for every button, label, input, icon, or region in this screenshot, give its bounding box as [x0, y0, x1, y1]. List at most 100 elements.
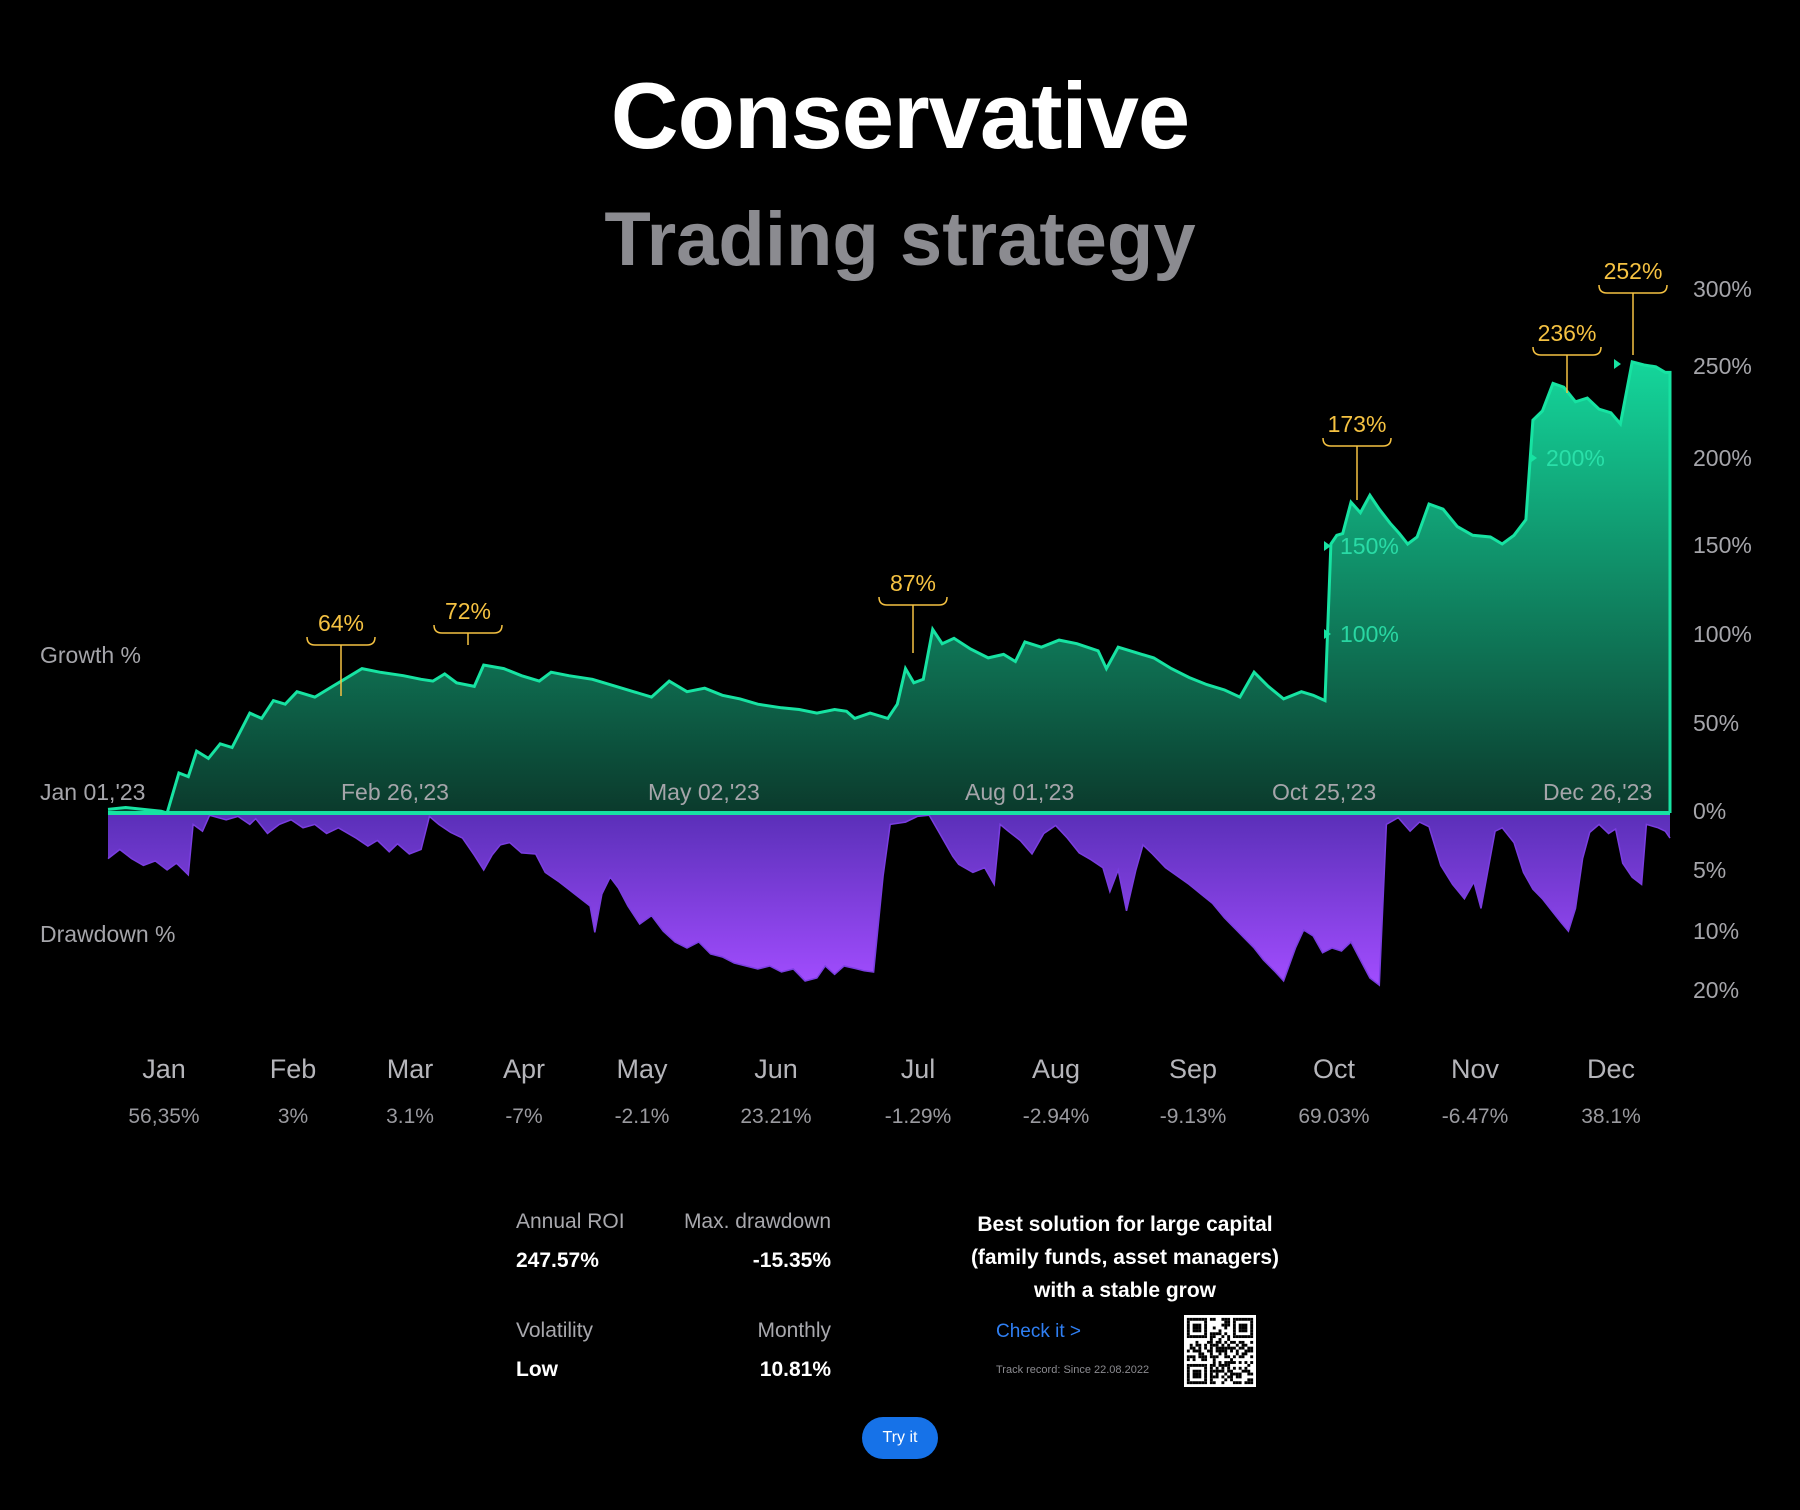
qr-module	[1241, 1340, 1245, 1344]
qr-module	[1209, 1369, 1213, 1373]
qr-module	[1235, 1352, 1239, 1356]
qr-module	[1247, 1335, 1251, 1339]
peak-callout: 252%	[1598, 258, 1668, 355]
check-it-link[interactable]: Check it >	[996, 1321, 1082, 1342]
qr-module	[1201, 1381, 1205, 1385]
qr-module	[1247, 1349, 1251, 1353]
growth-axis-label: Growth %	[40, 642, 141, 668]
qr-module	[1186, 1355, 1190, 1359]
qr-module	[1221, 1369, 1225, 1373]
qr-module	[1250, 1323, 1254, 1327]
qr-module	[1198, 1369, 1202, 1373]
qr-module	[1186, 1363, 1190, 1367]
qr-module	[1189, 1363, 1193, 1367]
qr-module	[1218, 1329, 1222, 1333]
qr-module	[1209, 1352, 1213, 1356]
qr-module	[1215, 1375, 1219, 1379]
qr-module	[1241, 1343, 1245, 1347]
qr-module	[1241, 1335, 1245, 1339]
qr-module	[1192, 1369, 1196, 1373]
volatility-value: Low	[516, 1358, 558, 1381]
growth-tick-label: 0%	[1693, 798, 1726, 824]
qr-module	[1227, 1346, 1231, 1350]
date-label: Aug 01,'23	[965, 779, 1074, 805]
qr-module	[1224, 1361, 1228, 1364]
qr-module	[1186, 1329, 1190, 1333]
drawdown-axis-label: Drawdown %	[40, 921, 176, 947]
page-subtitle: Trading strategy	[604, 197, 1196, 282]
qr-module	[1238, 1372, 1242, 1376]
qr-module	[1238, 1355, 1242, 1359]
qr-module	[1198, 1346, 1202, 1350]
qr-module	[1218, 1369, 1222, 1373]
drawdown-tick-label: 20%	[1693, 977, 1739, 1003]
qr-module	[1221, 1381, 1225, 1385]
qr-module	[1215, 1340, 1219, 1344]
drawdown-area	[108, 813, 1670, 986]
qr-module	[1244, 1326, 1248, 1330]
growth-tick-label: 100%	[1693, 621, 1752, 647]
qr-module	[1204, 1378, 1208, 1382]
qr-module	[1192, 1346, 1196, 1350]
inline-marker	[1324, 541, 1331, 551]
monthly-label: Monthly	[757, 1319, 831, 1342]
qr-module	[1244, 1329, 1248, 1333]
qr-module	[1232, 1329, 1236, 1333]
qr-module	[1250, 1355, 1254, 1359]
qr-module	[1247, 1346, 1251, 1350]
qr-module	[1227, 1366, 1231, 1370]
qr-module	[1232, 1381, 1236, 1385]
qr-module	[1250, 1340, 1254, 1344]
qr-module	[1195, 1329, 1199, 1333]
qr-module	[1189, 1335, 1193, 1339]
qr-module	[1247, 1317, 1251, 1321]
date-label: Dec 26,'23	[1543, 779, 1652, 805]
peak-label: 87%	[890, 570, 936, 596]
qr-module	[1244, 1369, 1248, 1373]
qr-module	[1186, 1317, 1190, 1321]
peak-bracket	[1598, 284, 1668, 294]
qr-module	[1204, 1323, 1208, 1327]
qr-module	[1232, 1372, 1236, 1376]
qr-module	[1224, 1317, 1228, 1321]
qr-module	[1247, 1363, 1251, 1367]
qr-code[interactable]	[1184, 1315, 1256, 1387]
qr-module	[1250, 1317, 1254, 1321]
drawdown-tick-label: 10%	[1693, 918, 1739, 944]
peak-bracket	[1322, 437, 1392, 447]
qr-module	[1244, 1349, 1248, 1353]
qr-module	[1250, 1335, 1254, 1339]
qr-module	[1204, 1372, 1208, 1376]
qr-module	[1232, 1332, 1236, 1336]
qr-module	[1204, 1369, 1208, 1373]
qr-module	[1186, 1366, 1190, 1370]
qr-module	[1212, 1335, 1216, 1339]
qr-module	[1218, 1338, 1222, 1341]
qr-module	[1195, 1335, 1199, 1339]
month-label: Oct	[1313, 1054, 1356, 1084]
monthly-return: 56,35%	[128, 1105, 199, 1128]
qr-module	[1209, 1340, 1213, 1344]
qr-module	[1195, 1323, 1199, 1327]
qr-module	[1235, 1317, 1239, 1321]
month-label: Nov	[1451, 1054, 1500, 1084]
qr-module	[1250, 1346, 1254, 1350]
peak-bracket	[878, 596, 948, 606]
qr-module	[1218, 1340, 1222, 1344]
qr-module	[1218, 1332, 1222, 1336]
qr-module	[1186, 1320, 1190, 1324]
qr-module	[1227, 1338, 1231, 1341]
qr-module	[1204, 1358, 1208, 1362]
qr-module	[1215, 1372, 1219, 1376]
qr-module	[1224, 1320, 1228, 1324]
qr-module	[1192, 1329, 1196, 1333]
qr-module	[1244, 1343, 1248, 1347]
try-it-button[interactable]: Try it	[862, 1417, 938, 1459]
qr-module	[1238, 1366, 1242, 1370]
qr-module	[1212, 1363, 1216, 1367]
qr-module	[1224, 1340, 1228, 1344]
inline-label: 150%	[1340, 533, 1399, 559]
promo-line-3: with a stable grow	[1033, 1279, 1217, 1302]
qr-module	[1212, 1358, 1216, 1362]
qr-module	[1198, 1343, 1202, 1347]
